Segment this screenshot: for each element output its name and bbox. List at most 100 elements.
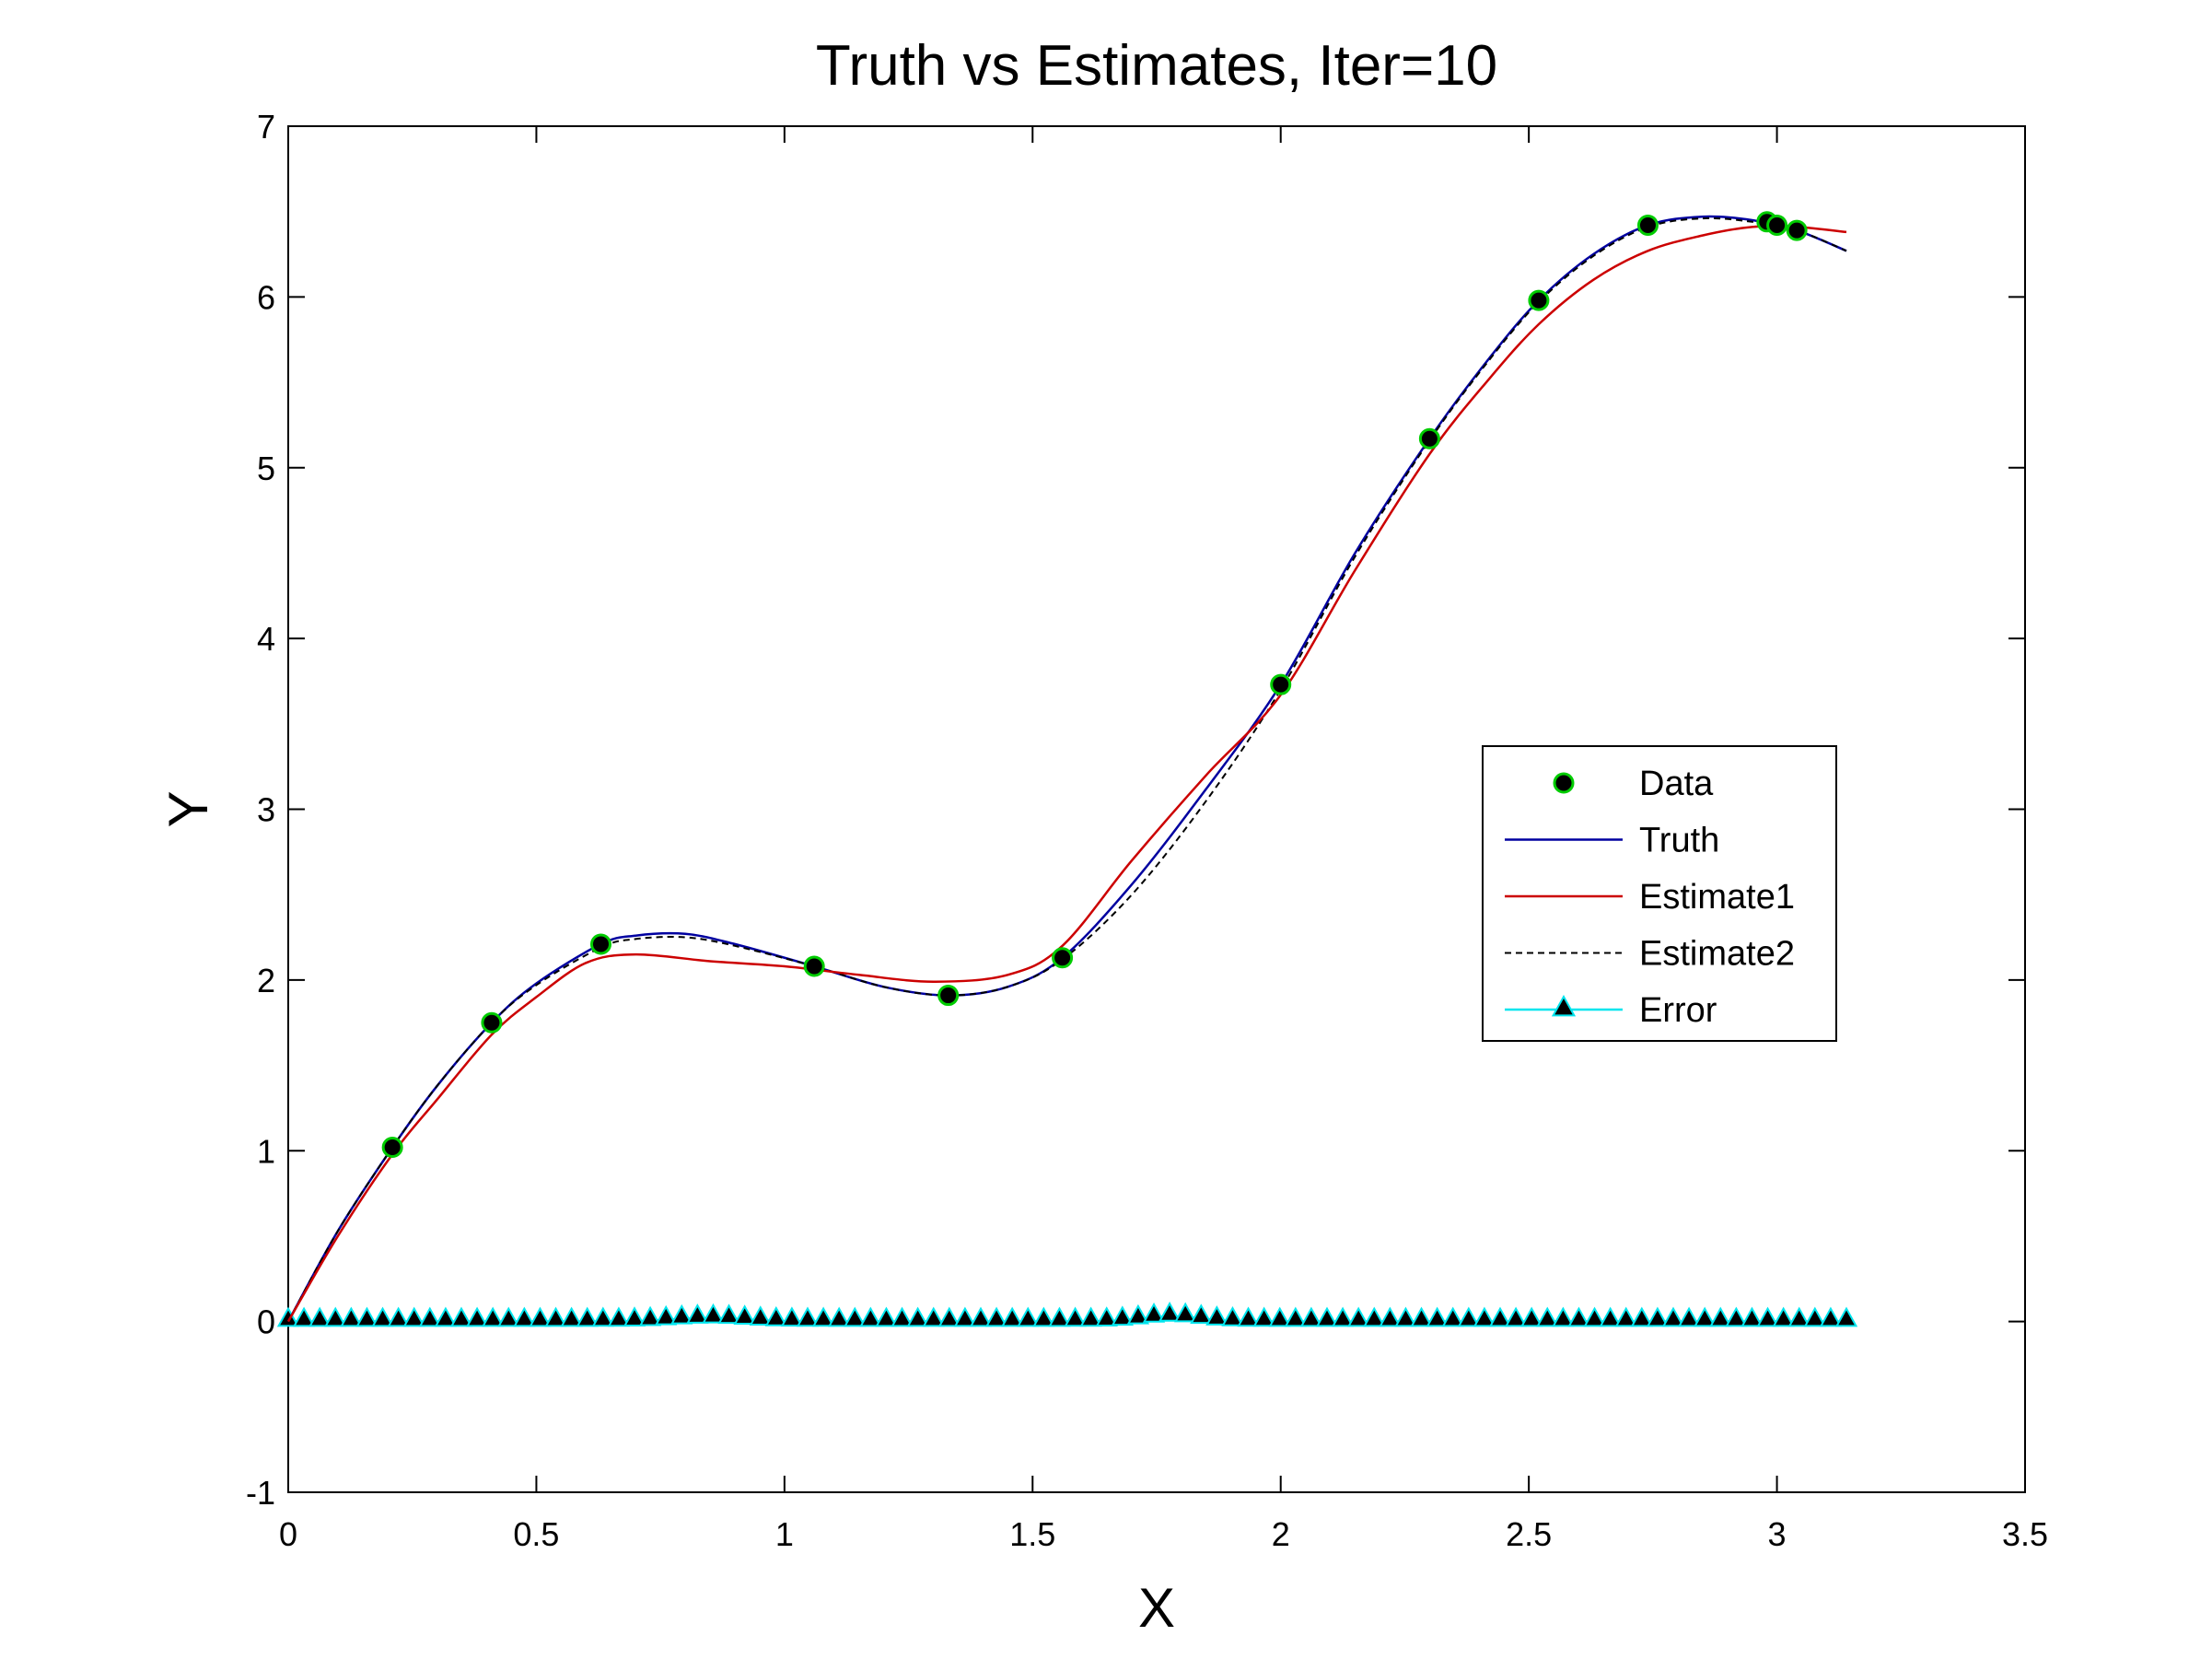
error-point	[623, 1306, 646, 1326]
error-point	[1142, 1303, 1166, 1323]
error-point	[844, 1306, 867, 1327]
error-point	[513, 1306, 536, 1327]
error-point	[828, 1306, 851, 1327]
x-tick-label: 0	[279, 1515, 297, 1553]
error-point	[434, 1306, 458, 1327]
error-point	[1756, 1306, 1779, 1327]
error-point	[355, 1306, 378, 1327]
legend-label-estimate1: Estimate1	[1639, 878, 1795, 917]
error-point	[340, 1306, 363, 1327]
error-point	[1111, 1305, 1134, 1326]
y-tick-label: 5	[257, 450, 275, 487]
error-point	[607, 1306, 631, 1327]
error-point	[937, 1306, 960, 1327]
error-point	[749, 1305, 772, 1326]
data-point	[1636, 215, 1659, 237]
x-axis-label: X	[1138, 1577, 1175, 1639]
error-point	[1504, 1306, 1528, 1327]
error-point	[1819, 1306, 1843, 1327]
error-point	[1363, 1306, 1386, 1327]
error-point	[1410, 1306, 1433, 1327]
data-point	[1528, 289, 1550, 311]
error-point	[1441, 1306, 1464, 1327]
error-point	[1520, 1306, 1543, 1327]
y-tick-label: 2	[257, 962, 275, 999]
error-point	[1048, 1306, 1071, 1327]
legend-error-marker	[1551, 994, 1577, 1017]
error-point	[1315, 1306, 1339, 1327]
error-point	[529, 1306, 552, 1327]
error-point	[1237, 1306, 1260, 1327]
error-point	[906, 1306, 929, 1327]
data-point	[589, 933, 611, 955]
error-point	[922, 1306, 945, 1327]
error-point	[1677, 1306, 1701, 1327]
error-point	[1284, 1306, 1307, 1327]
error-point	[1268, 1306, 1291, 1327]
error-point	[402, 1306, 425, 1327]
x-tick-label: 3	[1768, 1515, 1787, 1553]
error-point	[482, 1306, 505, 1327]
error-point	[387, 1306, 410, 1327]
error-point	[292, 1306, 316, 1327]
y-axis-label: Y	[157, 790, 219, 827]
x-tick-label: 3.5	[2002, 1515, 2048, 1553]
error-point	[1221, 1306, 1244, 1326]
error-point	[276, 1306, 300, 1327]
error-point	[686, 1303, 709, 1324]
y-tick-label: 6	[257, 278, 275, 316]
error-point	[1064, 1306, 1087, 1327]
error-point	[1772, 1306, 1795, 1327]
error-point	[953, 1306, 977, 1327]
error-point	[1190, 1303, 1213, 1325]
error-point	[1552, 1306, 1575, 1327]
data-point	[1786, 219, 1808, 241]
y-tick-label: 3	[257, 791, 275, 829]
legend-box	[1482, 745, 1837, 1042]
error-point	[702, 1303, 725, 1324]
error-point	[560, 1306, 583, 1327]
error-point	[717, 1303, 740, 1325]
error-point	[1488, 1306, 1512, 1327]
error-point	[1661, 1306, 1685, 1327]
legend: Data Truth Estimate1 Estimate2 Error	[1482, 745, 1837, 1042]
error-point	[309, 1306, 332, 1327]
data-point	[481, 1011, 503, 1034]
error-point	[591, 1306, 614, 1327]
y-tick-label: -1	[246, 1474, 275, 1512]
error-point	[1174, 1302, 1197, 1323]
y-tick-label: 4	[257, 620, 275, 658]
legend-label-estimate2: Estimate2	[1639, 935, 1795, 974]
error-point	[1630, 1306, 1653, 1327]
error-point	[1725, 1306, 1748, 1327]
error-point	[1694, 1306, 1717, 1327]
error-point	[1536, 1306, 1559, 1327]
error-point	[1473, 1306, 1496, 1327]
y-tick-label: 0	[257, 1303, 275, 1341]
error-point	[638, 1305, 662, 1326]
error-point	[875, 1306, 898, 1327]
x-tick-label: 1.5	[1009, 1515, 1055, 1553]
error-point	[1126, 1303, 1150, 1325]
error-point	[1599, 1306, 1622, 1327]
y-tick-label: 1	[257, 1132, 275, 1170]
error-point	[1001, 1306, 1024, 1327]
error-point	[1834, 1306, 1858, 1327]
error-point	[984, 1306, 1008, 1327]
error-point	[1457, 1306, 1480, 1327]
error-point	[780, 1306, 804, 1327]
error-point	[733, 1304, 756, 1326]
data-point	[1270, 673, 1292, 695]
error-point	[1426, 1306, 1449, 1327]
error-point	[1583, 1306, 1606, 1327]
error-point	[449, 1306, 473, 1327]
error-point	[1079, 1306, 1102, 1327]
error-point	[1614, 1306, 1637, 1327]
error-point	[1347, 1306, 1370, 1327]
error-point	[1803, 1306, 1826, 1327]
error-point	[1095, 1306, 1118, 1326]
error-point	[324, 1306, 347, 1327]
chart-title: Truth vs Estimates, Iter=10	[816, 34, 1497, 98]
